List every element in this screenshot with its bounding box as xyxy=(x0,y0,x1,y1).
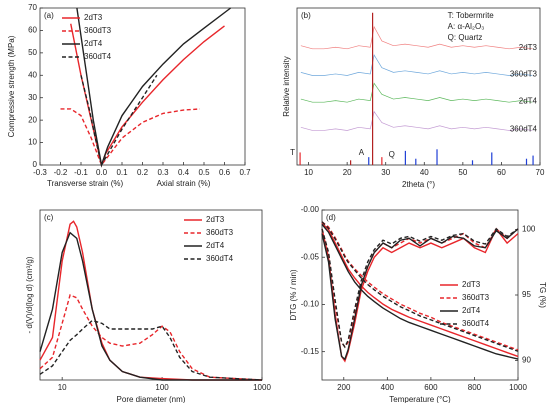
x-tick-label: 200 xyxy=(337,383,351,392)
x-axis-label: 2theta (°) xyxy=(402,180,435,189)
x-tick-label: 0.1 xyxy=(116,168,128,177)
y-tick-label: 50 xyxy=(28,48,37,57)
y-tick-label: -0.10 xyxy=(301,300,320,309)
panel-label: (b) xyxy=(301,11,311,20)
data-line xyxy=(39,319,263,381)
legend-label: 2dT3 xyxy=(84,13,103,22)
legend-label: 360dT4 xyxy=(84,52,112,61)
data-line xyxy=(39,294,263,381)
x-axis-label: Axial strain (%) xyxy=(157,179,211,188)
annotation: A: α-Al₂O₃ xyxy=(448,22,485,31)
x-tick-label: 0.3 xyxy=(157,168,169,177)
y2-tick-label: 100 xyxy=(522,225,536,234)
data-line xyxy=(321,227,519,363)
x-tick-label: -0.1 xyxy=(74,168,88,177)
data-line xyxy=(321,227,519,349)
reference-label: T xyxy=(290,148,295,157)
x-tick-label: 0.2 xyxy=(137,168,149,177)
y-tick-label: -0.00 xyxy=(301,205,320,214)
y2-axis-label: TG (%) xyxy=(538,282,547,308)
annotation: T: Tobermrite xyxy=(448,11,495,20)
panel-label: (d) xyxy=(326,213,336,222)
legend-label: 2dT4 xyxy=(206,241,225,250)
x-tick-label: 10 xyxy=(304,168,313,177)
y-tick-label: 20 xyxy=(28,115,37,124)
y-tick-label: 10 xyxy=(28,138,37,147)
x-tick-label: 50 xyxy=(458,168,467,177)
reference-label: A xyxy=(359,148,365,157)
y-tick-label: 60 xyxy=(28,26,37,35)
series-label: 2dT3 xyxy=(519,43,538,52)
panel-label: (c) xyxy=(44,213,54,222)
y2-tick-label: 90 xyxy=(522,355,531,364)
series-label: 360dT4 xyxy=(510,125,538,134)
data-line xyxy=(39,220,262,381)
x-tick-label: 0.0 xyxy=(96,168,108,177)
data-line xyxy=(300,25,533,50)
x-axis-label: Transverse strain (%) xyxy=(47,179,124,188)
y-axis-label: Relative intensity xyxy=(282,56,291,116)
y-tick-label: 70 xyxy=(28,3,37,12)
series-label: 360dT3 xyxy=(510,70,538,79)
data-line xyxy=(60,108,200,167)
reference-label: Q xyxy=(389,150,395,159)
x-tick-label: 0.6 xyxy=(219,168,231,177)
plot-frame xyxy=(39,209,263,381)
data-line xyxy=(300,110,533,131)
data-line xyxy=(70,23,225,168)
x-tick-label: 20 xyxy=(343,168,352,177)
x-tick-label: 30 xyxy=(381,168,390,177)
x-tick-label: 0.5 xyxy=(198,168,210,177)
x-tick-label: 1000 xyxy=(509,383,527,392)
legend-label: 360dT3 xyxy=(462,293,490,302)
y-tick-label: 40 xyxy=(28,70,37,79)
legend-label: 2dT4 xyxy=(462,306,481,315)
data-line xyxy=(300,82,533,103)
x-tick-label: 0.7 xyxy=(239,168,251,177)
tg-line xyxy=(321,221,519,352)
tg-line xyxy=(321,222,519,358)
x-tick-label: 400 xyxy=(381,383,395,392)
x-tick-label: 10 xyxy=(58,383,67,392)
x-tick-label: 40 xyxy=(420,168,429,177)
legend-label: 360dT3 xyxy=(206,228,234,237)
data-line xyxy=(76,7,232,168)
y-axis-label: - d(V)/d(log d) (cm³/g) xyxy=(25,256,34,333)
annotation: Q: Quartz xyxy=(448,33,483,42)
legend-label: 360dT3 xyxy=(84,26,112,35)
x-tick-label: -0.2 xyxy=(54,168,68,177)
x-tick-label: 70 xyxy=(536,168,545,177)
legend-label: 2dT4 xyxy=(84,39,103,48)
x-tick-label: 600 xyxy=(424,383,438,392)
y-axis-label: Compressive strength (MPa) xyxy=(7,35,16,137)
tg-line xyxy=(321,223,519,360)
x-tick-label: 0.4 xyxy=(178,168,190,177)
y-tick-label: 30 xyxy=(28,93,37,102)
x-tick-label: -0.3 xyxy=(33,168,47,177)
y-axis-label: DTG (% / min) xyxy=(289,269,298,320)
y-tick-label: -0.05 xyxy=(301,252,320,261)
data-line xyxy=(39,231,262,381)
data-line xyxy=(321,228,519,361)
series-label: 2dT4 xyxy=(519,96,538,105)
legend-label: 2dT3 xyxy=(462,280,481,289)
y-tick-label: -0.15 xyxy=(301,347,320,356)
legend-label: 360dT4 xyxy=(206,254,234,263)
y2-tick-label: 95 xyxy=(522,290,531,299)
x-tick-label: 1000 xyxy=(253,383,271,392)
x-tick-label: 800 xyxy=(468,383,482,392)
x-axis-label: Pore diameter (nm) xyxy=(117,395,186,403)
panel-label: (a) xyxy=(44,11,54,20)
data-line xyxy=(80,74,158,167)
plot-frame xyxy=(296,7,541,166)
data-line xyxy=(300,54,533,76)
legend-label: 360dT4 xyxy=(462,319,490,328)
legend-label: 2dT3 xyxy=(206,215,225,224)
y-tick-label: 0 xyxy=(33,160,38,169)
x-tick-label: 60 xyxy=(497,168,506,177)
x-axis-label: Temperature (°C) xyxy=(389,395,451,403)
x-tick-label: 100 xyxy=(155,383,169,392)
